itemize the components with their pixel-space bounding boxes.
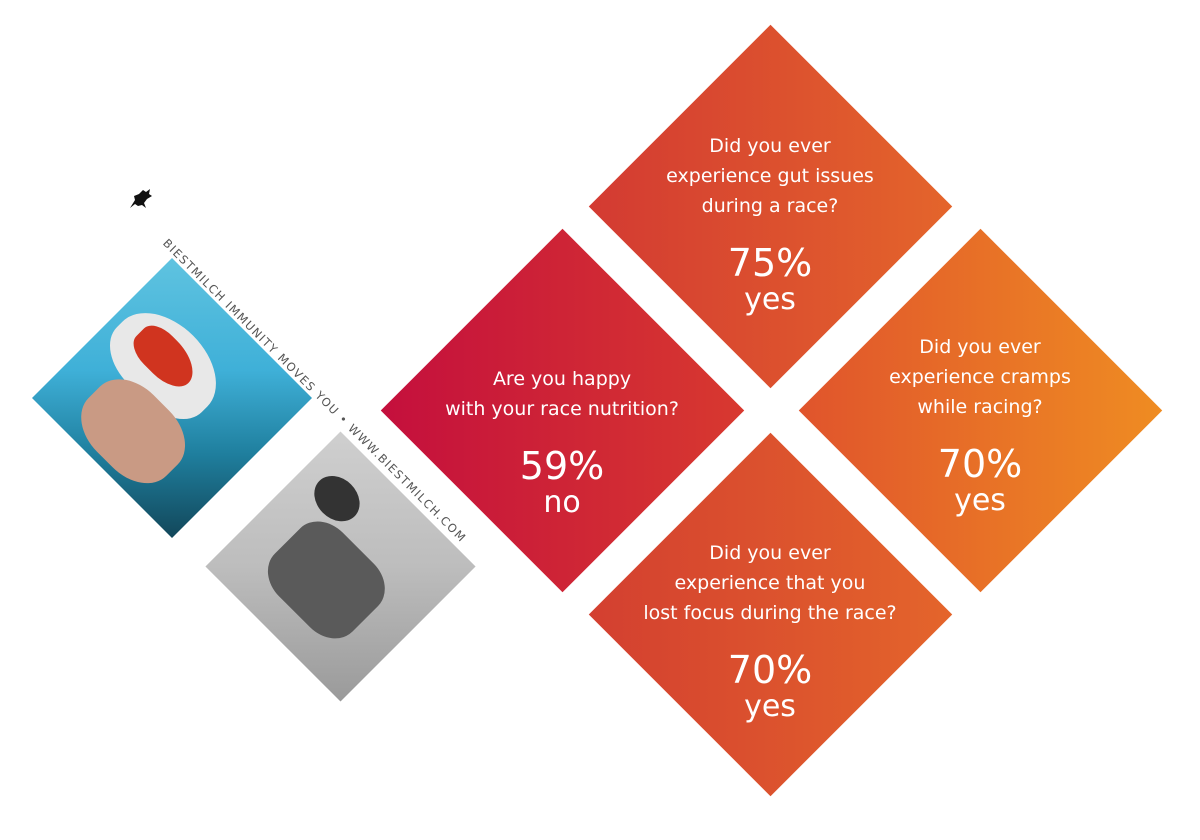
- answer: yes: [744, 282, 796, 317]
- percent: 70%: [727, 648, 813, 692]
- card-focus: Did you ever experience that you lost fo…: [610, 538, 930, 724]
- percent: 59%: [519, 444, 605, 488]
- card-gut: Did you ever experience gut issues durin…: [610, 131, 930, 317]
- card-nutrition: Are you happy with your race nutrition? …: [402, 364, 722, 520]
- biestmilch-logo-icon: [130, 189, 152, 208]
- card-cramps: Did you ever experience cramps while rac…: [820, 332, 1140, 518]
- question: Did you ever experience gut issues durin…: [666, 135, 874, 217]
- question: Are you happy with your race nutrition?: [445, 368, 679, 420]
- answer: yes: [954, 483, 1006, 518]
- question: Did you ever experience that you lost fo…: [643, 542, 897, 624]
- percent: 75%: [727, 241, 813, 285]
- question: Did you ever experience cramps while rac…: [889, 336, 1071, 418]
- answer: no: [543, 485, 581, 520]
- cyclist-body: [255, 509, 398, 651]
- answer: yes: [744, 689, 796, 724]
- percent: 70%: [937, 442, 1023, 486]
- swimmer-photo: [31, 257, 313, 539]
